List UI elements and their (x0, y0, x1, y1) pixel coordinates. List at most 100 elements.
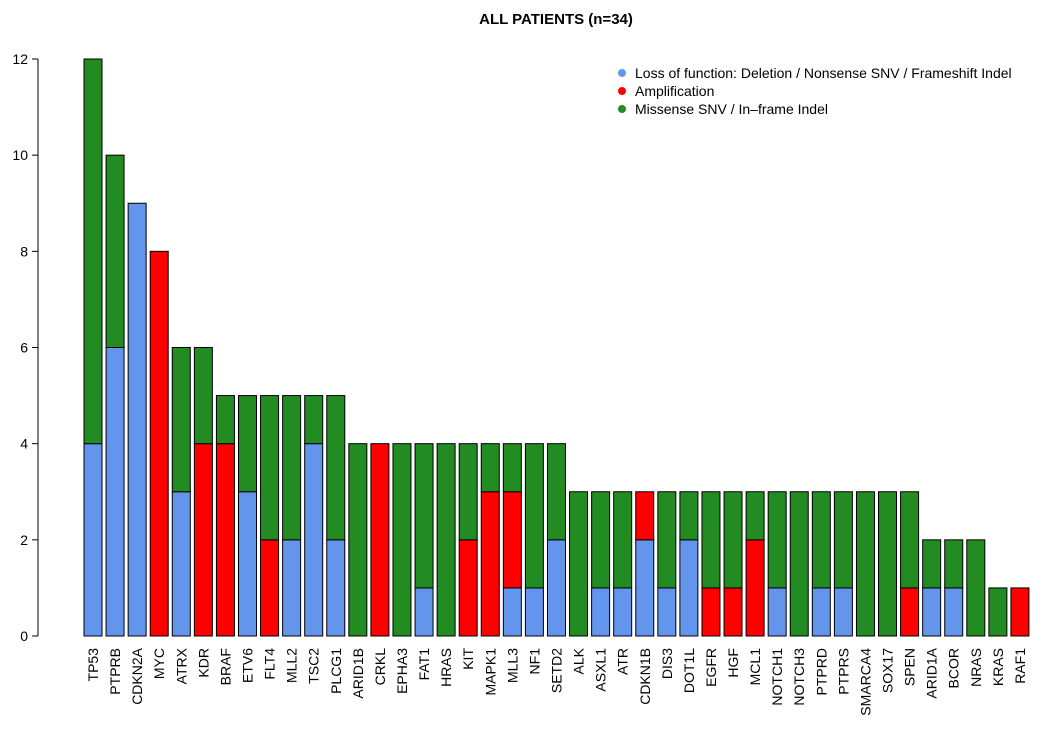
bar-segment-bcor-series-2 (944, 539, 964, 589)
bar-segment-nf1-series-0 (524, 587, 544, 637)
bar-segment-tsc2-series-0 (304, 443, 324, 637)
bar-segment-arid1a-series-2 (922, 539, 942, 589)
bar-segment-setd2-series-2 (546, 443, 566, 541)
bar-segment-mll3-series-2 (502, 443, 522, 493)
y-tick-label: 12 (12, 51, 28, 67)
bar-segment-kras-series-2 (988, 587, 1008, 637)
bar-segment-tp53-series-2 (83, 58, 103, 445)
bar-segment-atr-series-2 (613, 491, 633, 589)
legend-label: Missense SNV / In–frame Indel (635, 101, 828, 117)
y-tick-label: 0 (20, 628, 28, 644)
bar-segment-setd2-series-0 (546, 539, 566, 637)
bar-segment-mll3-series-0 (502, 587, 522, 637)
x-tick-label: MAPK1 (482, 648, 498, 696)
x-tick-label: PLCG1 (328, 648, 344, 694)
x-axis-labels: TP53 PTPRB CDKN2A MYC ATRX KDR BRAF ETV6 FLT4 MLL… (85, 647, 1028, 715)
bars (83, 58, 1030, 637)
x-tick-label: CDKN1B (637, 648, 653, 705)
x-tick-label: HRAS (438, 648, 454, 687)
x-tick-label: TP53 (85, 648, 101, 682)
bar-segment-notch3-series-2 (789, 491, 809, 637)
bar-segment-nf1-series-2 (524, 443, 544, 589)
bar-segment-etv6-series-0 (237, 491, 257, 637)
bar-segment-smarca4-series-2 (855, 491, 875, 637)
bar-segment-arid1b-series-2 (348, 443, 368, 637)
x-tick-label: FLT4 (262, 648, 278, 680)
x-tick-label: ATR (615, 648, 631, 675)
bar-segment-egfr-series-2 (701, 491, 721, 589)
x-tick-label: NF1 (526, 648, 542, 675)
bar-segment-dis3-series-2 (657, 491, 677, 589)
bar-segment-myc-series-1 (149, 250, 169, 637)
bar-segment-epha3-series-2 (392, 443, 412, 637)
y-tick-label: 4 (20, 436, 28, 452)
legend-label: Amplification (635, 83, 714, 99)
bar-segment-mll3-series-1 (502, 491, 522, 589)
bar-segment-alk-series-2 (569, 491, 589, 637)
bar-segment-spen-series-1 (900, 587, 920, 637)
bar-segment-mcl1-series-1 (745, 539, 765, 637)
bar-segment-kdr-series-2 (193, 347, 213, 445)
bar-segment-hras-series-2 (436, 443, 456, 637)
x-tick-label: KDR (195, 648, 211, 678)
x-tick-label: HGF (725, 648, 741, 678)
bar-segment-bcor-series-0 (944, 587, 964, 637)
x-tick-label: CRKL (372, 648, 388, 686)
bar-segment-arid1a-series-0 (922, 587, 942, 637)
x-tick-label: SETD2 (548, 648, 564, 693)
x-tick-label: KIT (460, 648, 476, 670)
bar-segment-atrx-series-0 (171, 491, 191, 637)
bar-segment-notch1-series-2 (767, 491, 787, 589)
x-tick-label: MCL1 (747, 648, 763, 686)
bar-segment-mll2-series-2 (282, 395, 302, 541)
bar-segment-mapk1-series-1 (480, 491, 500, 637)
bar-segment-ptprs-series-0 (833, 587, 853, 637)
x-tick-label: NOTCH1 (769, 648, 785, 706)
bar-segment-raf1-series-1 (1010, 587, 1030, 637)
x-tick-label: ASXL1 (593, 648, 609, 692)
x-tick-label: TSC2 (306, 648, 322, 684)
x-tick-label: SOX17 (880, 648, 896, 693)
x-tick-label: ARID1A (924, 647, 940, 698)
x-tick-label: DIS3 (659, 648, 675, 679)
bar-segment-dis3-series-0 (657, 587, 677, 637)
bar-segment-plcg1-series-0 (326, 539, 346, 637)
bar-segment-kit-series-2 (458, 443, 478, 541)
bar-segment-etv6-series-2 (237, 395, 257, 493)
x-tick-label: ATRX (173, 647, 189, 684)
bar-segment-nras-series-2 (966, 539, 986, 637)
x-tick-label: BRAF (217, 648, 233, 685)
bar-segment-kit-series-1 (458, 539, 478, 637)
bar-segment-hgf-series-2 (723, 491, 743, 589)
x-tick-label: PTPRD (813, 648, 829, 695)
bar-segment-dot1l-series-0 (679, 539, 699, 637)
bar-segment-asxl1-series-2 (591, 491, 611, 589)
x-tick-label: PTPRB (107, 648, 123, 695)
x-tick-label: SMARCA4 (857, 648, 873, 716)
bar-segment-ptprd-series-0 (811, 587, 831, 637)
bar-segment-atr-series-0 (613, 587, 633, 637)
x-tick-label: CDKN2A (129, 647, 145, 704)
bar-segment-notch1-series-0 (767, 587, 787, 637)
bar-segment-atrx-series-2 (171, 347, 191, 493)
bar-segment-dot1l-series-2 (679, 491, 699, 541)
x-tick-label: ARID1B (350, 648, 366, 699)
bar-segment-mcl1-series-2 (745, 491, 765, 541)
chart-title: ALL PATIENTS (n=34) (479, 11, 633, 28)
bar-segment-ptprd-series-2 (811, 491, 831, 589)
x-tick-label: RAF1 (1012, 648, 1028, 684)
x-tick-label: NRAS (968, 648, 984, 687)
bar-segment-ptprs-series-2 (833, 491, 853, 589)
bar-segment-flt4-series-1 (260, 539, 280, 637)
bar-segment-tp53-series-0 (83, 443, 103, 637)
legend-marker (618, 105, 626, 113)
x-tick-label: NOTCH3 (791, 648, 807, 706)
bar-segment-fat1-series-2 (414, 443, 434, 589)
legend-marker (618, 69, 626, 77)
bar-segment-cdkn1b-series-1 (635, 491, 655, 541)
y-tick-label: 2 (20, 532, 28, 548)
y-tick-label: 10 (12, 147, 28, 163)
x-tick-label: MLL2 (284, 648, 300, 683)
